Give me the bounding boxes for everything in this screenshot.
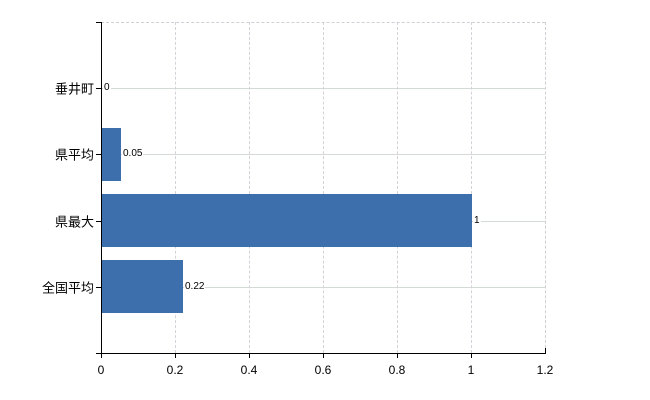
value-label: 0.22	[184, 281, 206, 293]
x-tick-label: 0.8	[388, 363, 406, 377]
category-label: 垂井町	[54, 81, 94, 97]
x-tick-label: 1	[467, 363, 475, 377]
plot-area: 0 0.05 1 0.22	[101, 22, 546, 353]
y-axis-tick	[96, 154, 101, 155]
gridline-vertical	[175, 22, 176, 353]
y-axis-tick	[96, 287, 101, 288]
value-label: 1	[473, 215, 481, 227]
x-axis-tick	[101, 354, 102, 358]
x-tick-label: 1.2	[536, 363, 554, 377]
value-label: 0	[103, 82, 111, 94]
x-axis-tick	[471, 354, 472, 358]
gridline-vertical	[323, 22, 324, 353]
category-label: 全国平均	[41, 280, 94, 296]
gridline-vertical	[471, 22, 472, 353]
gridline-vertical	[397, 22, 398, 353]
bar-県平均	[102, 128, 121, 181]
x-tick-label: 0.2	[166, 363, 184, 377]
x-axis-tick	[545, 348, 546, 353]
x-axis	[96, 353, 546, 354]
x-tick-label: 0.6	[314, 363, 332, 377]
y-axis-tick	[96, 88, 101, 89]
value-label: 0.05	[122, 148, 144, 160]
x-tick-label: 0	[97, 363, 105, 377]
y-axis	[101, 22, 102, 354]
y-axis-tick	[96, 221, 101, 222]
x-axis-tick	[249, 354, 250, 358]
x-tick-label: 0.4	[240, 363, 258, 377]
x-axis-tick	[323, 354, 324, 358]
plot-border-top	[101, 22, 545, 23]
bar-県最大	[102, 194, 472, 247]
gridline-vertical	[249, 22, 250, 353]
plot-border-right	[545, 22, 546, 353]
y-axis-tick	[96, 22, 101, 23]
bar-全国平均	[102, 260, 183, 313]
x-axis-tick	[397, 354, 398, 358]
category-label: 県最大	[54, 214, 94, 230]
category-label: 県平均	[54, 147, 94, 163]
x-axis-tick	[175, 354, 176, 358]
